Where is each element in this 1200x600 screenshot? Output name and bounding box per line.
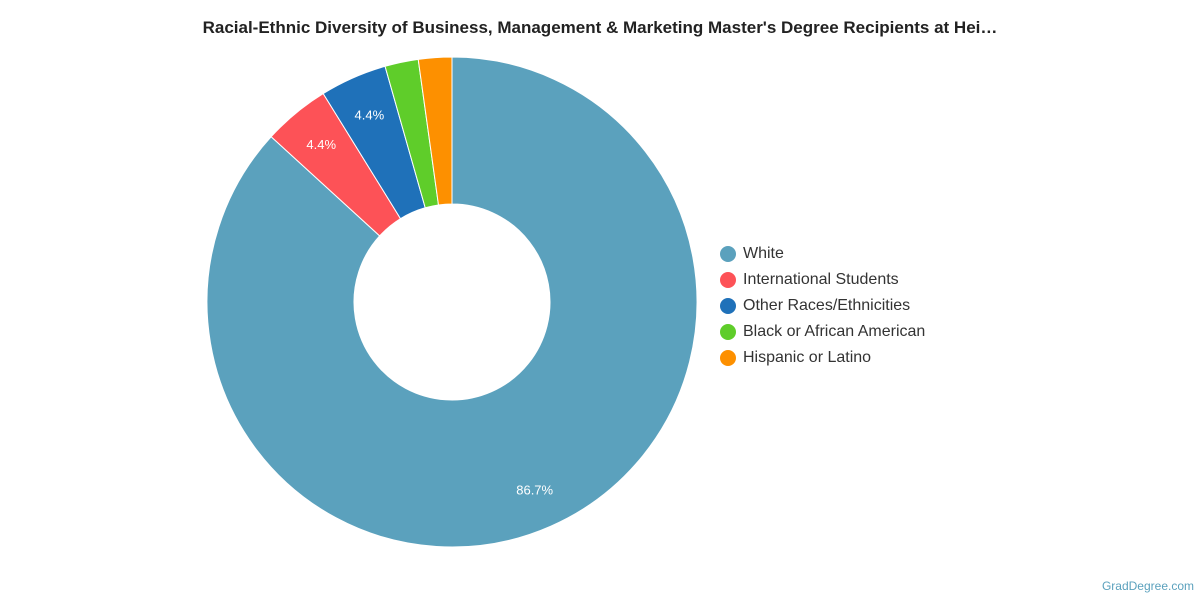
legend-item[interactable]: Other Races/Ethnicities [720,293,925,319]
legend-dot-icon [720,298,736,314]
legend-label: International Students [743,271,899,288]
legend-label: White [743,245,784,262]
legend-dot-icon [720,324,736,340]
legend-item[interactable]: White [720,241,925,267]
legend-label: Other Races/Ethnicities [743,297,911,314]
data-label: 86.7% [516,483,553,498]
legend: White International Students Other Races/E… [720,241,925,371]
legend-item[interactable]: International Students [720,267,925,293]
slice-white[interactable] [206,56,698,548]
data-label: 4.4% [306,137,336,152]
legend-label: Hispanic or Latino [743,349,872,366]
chart-title: Racial-Ethnic Diversity of Business, Man… [202,18,998,37]
legend-item[interactable]: Hispanic or Latino [720,345,925,371]
slice-hispanic-or-latino[interactable] [417,56,453,206]
legend-dot-icon [720,350,736,366]
legend-dot-icon [720,272,736,288]
data-label: 4.4% [355,107,385,122]
legend-item[interactable]: Black or African American [720,319,925,345]
legend-dot-icon [720,246,736,262]
legend-label: Black or African American [743,323,926,340]
credit-link[interactable]: GradDegree.com [1101,579,1194,593]
